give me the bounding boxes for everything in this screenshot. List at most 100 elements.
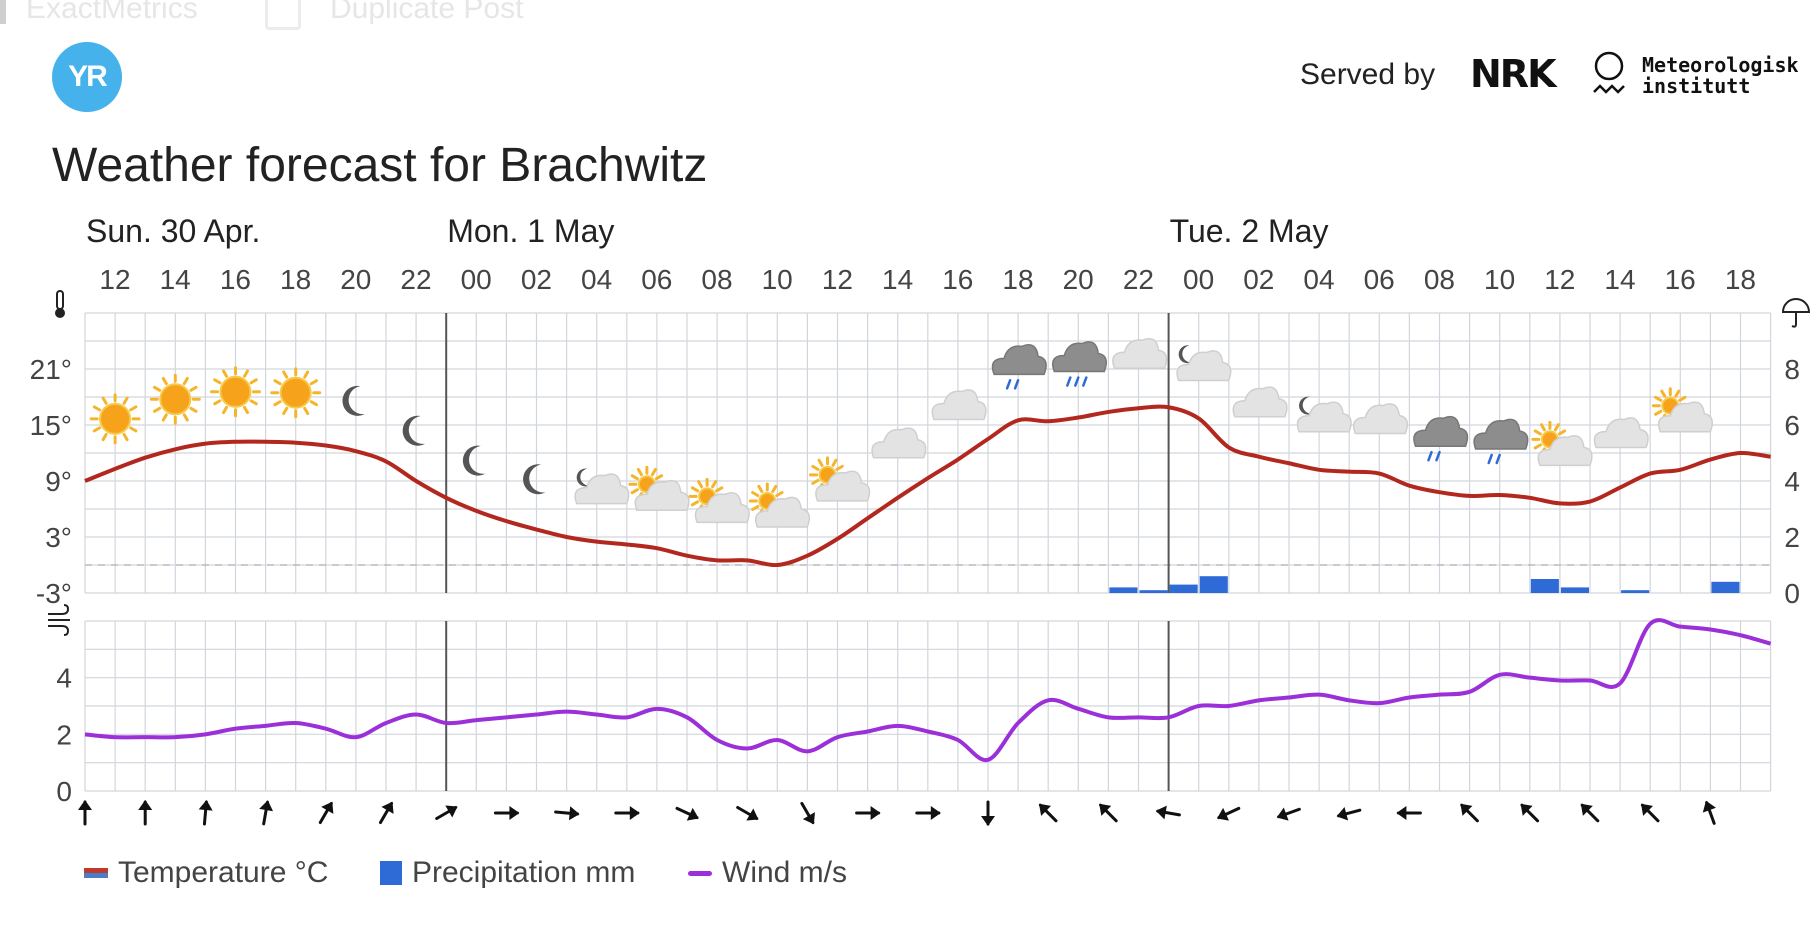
sun-ray [273,400,282,407]
sun-ray [122,432,129,442]
toolbar-item-exactmetrics[interactable]: ExactMetrics [26,0,198,25]
cloud-shape [1473,418,1529,450]
weather-symbol-partly-cloudy-night-icon [574,468,630,505]
legend-precipitation[interactable]: Precipitation mm [380,856,635,890]
precipitation-bar [1169,584,1198,593]
wind-direction-arrow-icon [1099,803,1118,823]
weather-symbol-moon-icon [523,464,546,495]
weather-symbol-moon-icon [342,385,365,416]
wind-direction-arrow-icon [1640,803,1660,823]
sun-ray [1557,429,1567,436]
sun-ray [1654,409,1663,416]
wind-tick-label: 2 [56,719,72,750]
thermometer-icon [55,290,65,318]
sun-ray [1533,429,1542,436]
arrow-head [381,801,394,814]
wind-tick-label: 4 [56,663,72,694]
temp-tick-label: 9° [45,466,72,497]
cloud-shape [871,427,927,459]
legend-wind[interactable]: Wind m/s [688,856,847,890]
weather-symbol-partly-cloudy-day-icon [628,465,690,511]
sun-ray [630,474,639,481]
wind-direction-arrow-icon [800,801,815,825]
toolbar-item-duplicate-post[interactable]: Duplicate Post [330,0,524,25]
temperature-line [84,404,1771,568]
sun-ray [189,406,198,413]
moon-shape [342,385,365,416]
cloud-shape [634,479,690,511]
weather-symbol-partly-cloudy-day-icon [748,482,811,528]
hour-tick-label: 04 [1303,264,1334,295]
toolbar-edge [0,0,6,24]
weather-symbol-sun-icon [89,393,141,445]
sun-ray [309,400,318,407]
arrow-head [870,806,881,820]
precipitation-bars [1109,576,1740,593]
temp-tick-label: 15° [30,410,72,441]
wind-direction-arrow-icon [554,806,580,821]
yr-logo[interactable]: YR [52,42,122,112]
weather-symbol-sun-icon [270,367,322,419]
rain-drop [1066,376,1072,387]
sun-ray [303,406,310,416]
sun-ray [249,378,258,385]
hour-tick-label: 08 [701,264,732,295]
weather-symbol-cloudy-icon [1112,337,1168,369]
arrow-head [445,805,458,818]
arrow-head [930,806,941,820]
wind-direction-arrow-icon [1702,800,1716,825]
arrow-head [1580,803,1593,816]
hour-tick-label: 18 [1002,264,1033,295]
hour-tick-label: 22 [1123,264,1154,295]
ghost-admin-toolbar: ExactMetrics Duplicate Post [0,0,560,30]
cloud-shape [1537,435,1593,467]
sun-ray [189,385,198,392]
arrow-head [1641,803,1654,816]
arrow-head [1702,800,1716,813]
wind-direction-arrow-icon [78,800,92,826]
precipitation-swatch [380,861,402,885]
sun-ray [243,405,249,415]
legend-precipitation-label: Precipitation mm [412,856,636,889]
hour-tick-label: 14 [160,264,191,295]
weather-symbol-cloudy-icon [871,427,927,459]
temp-tick-label: -3° [36,578,72,609]
hour-tick-label: 12 [822,264,853,295]
met-institutt-icon [1593,51,1625,94]
met-line-1: Meteorologisk [1642,53,1799,77]
wind-direction-arrow-icon [1396,806,1422,820]
sun-ray [757,484,764,493]
sun-ray [101,396,108,405]
sun-ray [817,458,824,467]
rain-drop [1495,453,1501,465]
sun-ray [1539,423,1546,432]
moon-shape [523,464,546,495]
sun-disc [219,375,252,408]
wind-direction-arrow-icon [981,800,995,826]
sun-disc [159,383,192,416]
sun-ray [282,406,289,416]
sun-ray [835,464,844,471]
rain-drop [1074,376,1080,387]
weather-symbol-light-rain-icon [1413,415,1469,462]
wind-direction-arrow-icon [1520,803,1540,823]
sun-ray [650,467,657,477]
sun-ray [751,491,760,497]
sun-ray [771,484,778,493]
met-institutt-logo[interactable]: Meteorologisk institutt [1642,55,1799,97]
day-label: Sun. 30 Apr. [86,213,260,249]
sun-ray [697,480,704,489]
axis-icons [48,290,1811,636]
hour-tick-label: 18 [280,264,311,295]
arrow-head [629,806,640,820]
arrow-head [802,812,815,825]
sun-disc [99,402,132,435]
weather-symbol-sun-icon [149,373,201,425]
legend-temperature[interactable]: Temperature °C [84,856,328,890]
cloud-shape [991,343,1047,376]
nrk-logo[interactable]: NRK [1470,52,1557,96]
sun-ray [654,474,664,481]
sun-ray [303,370,310,379]
weather-symbol-sun-icon [210,366,261,418]
hour-tick-label: 22 [400,264,431,295]
